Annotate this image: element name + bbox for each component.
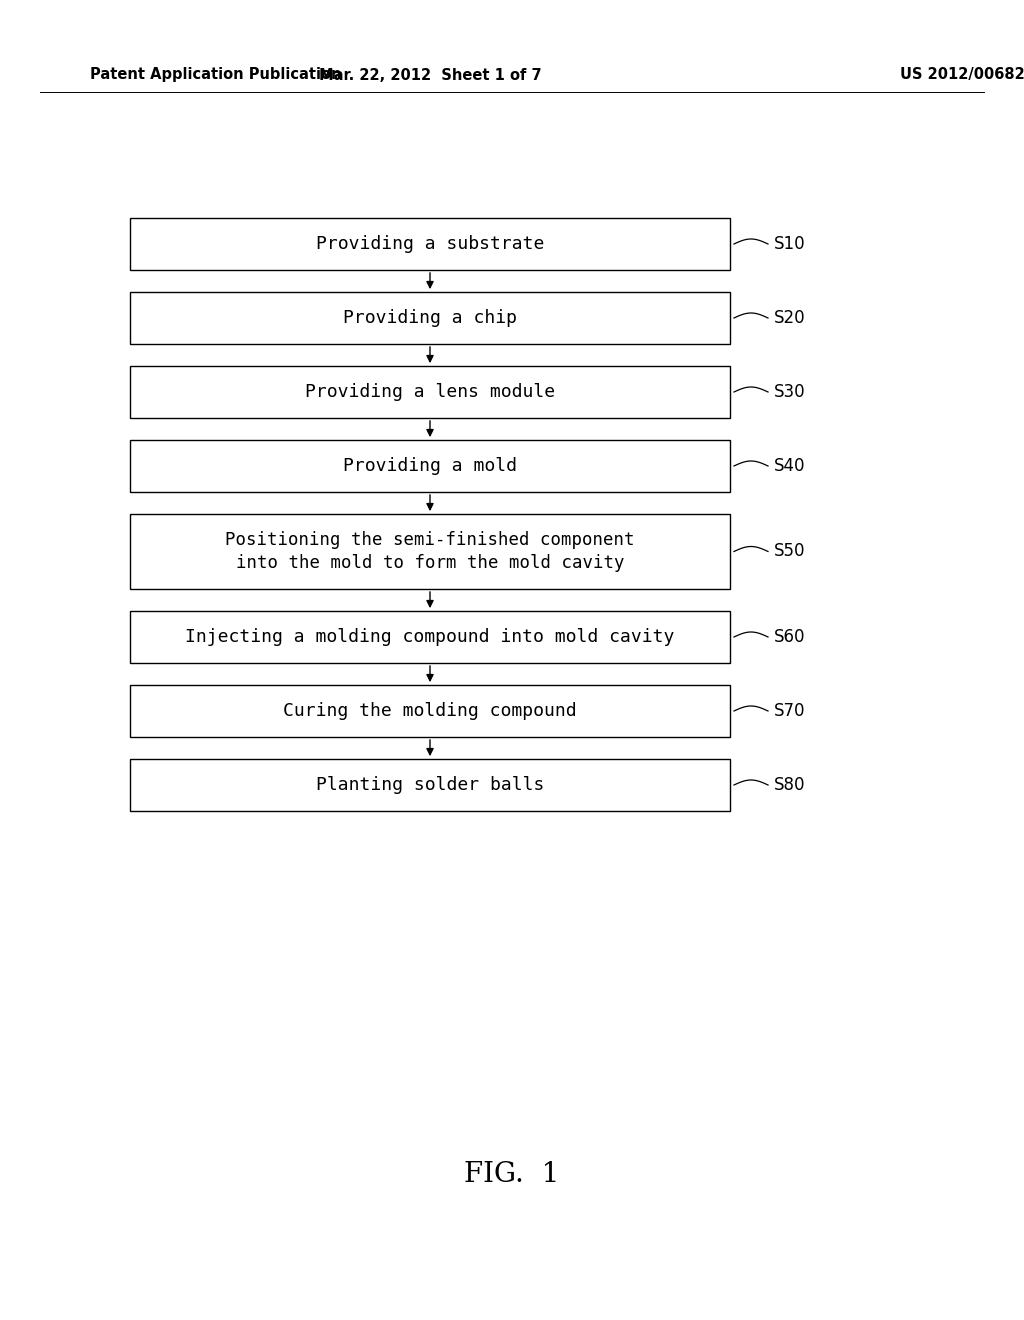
Text: Positioning the semi-finished component
into the mold to form the mold cavity: Positioning the semi-finished component … — [225, 531, 635, 573]
Text: Injecting a molding compound into mold cavity: Injecting a molding compound into mold c… — [185, 628, 675, 645]
Bar — [130, 611, 730, 663]
Text: S70: S70 — [774, 702, 806, 719]
Text: Providing a lens module: Providing a lens module — [305, 383, 555, 401]
Text: Curing the molding compound: Curing the molding compound — [284, 702, 577, 719]
Bar — [130, 292, 730, 345]
Text: S30: S30 — [774, 383, 806, 401]
Text: FIG.  1: FIG. 1 — [464, 1162, 560, 1188]
Text: Providing a substrate: Providing a substrate — [315, 235, 544, 253]
Text: S40: S40 — [774, 457, 806, 475]
Bar — [130, 440, 730, 492]
Text: Providing a mold: Providing a mold — [343, 457, 517, 475]
Text: Providing a chip: Providing a chip — [343, 309, 517, 327]
Bar — [130, 759, 730, 810]
Bar — [130, 366, 730, 418]
Text: S50: S50 — [774, 543, 806, 561]
Text: S60: S60 — [774, 628, 806, 645]
Text: S20: S20 — [774, 309, 806, 327]
Text: US 2012/0068288 A1: US 2012/0068288 A1 — [900, 67, 1024, 82]
Text: Planting solder balls: Planting solder balls — [315, 776, 544, 795]
Bar — [130, 218, 730, 271]
Bar — [130, 685, 730, 737]
Text: Mar. 22, 2012  Sheet 1 of 7: Mar. 22, 2012 Sheet 1 of 7 — [318, 67, 542, 82]
Text: Patent Application Publication: Patent Application Publication — [90, 67, 341, 82]
Text: S80: S80 — [774, 776, 806, 795]
Bar — [130, 513, 730, 589]
Text: S10: S10 — [774, 235, 806, 253]
